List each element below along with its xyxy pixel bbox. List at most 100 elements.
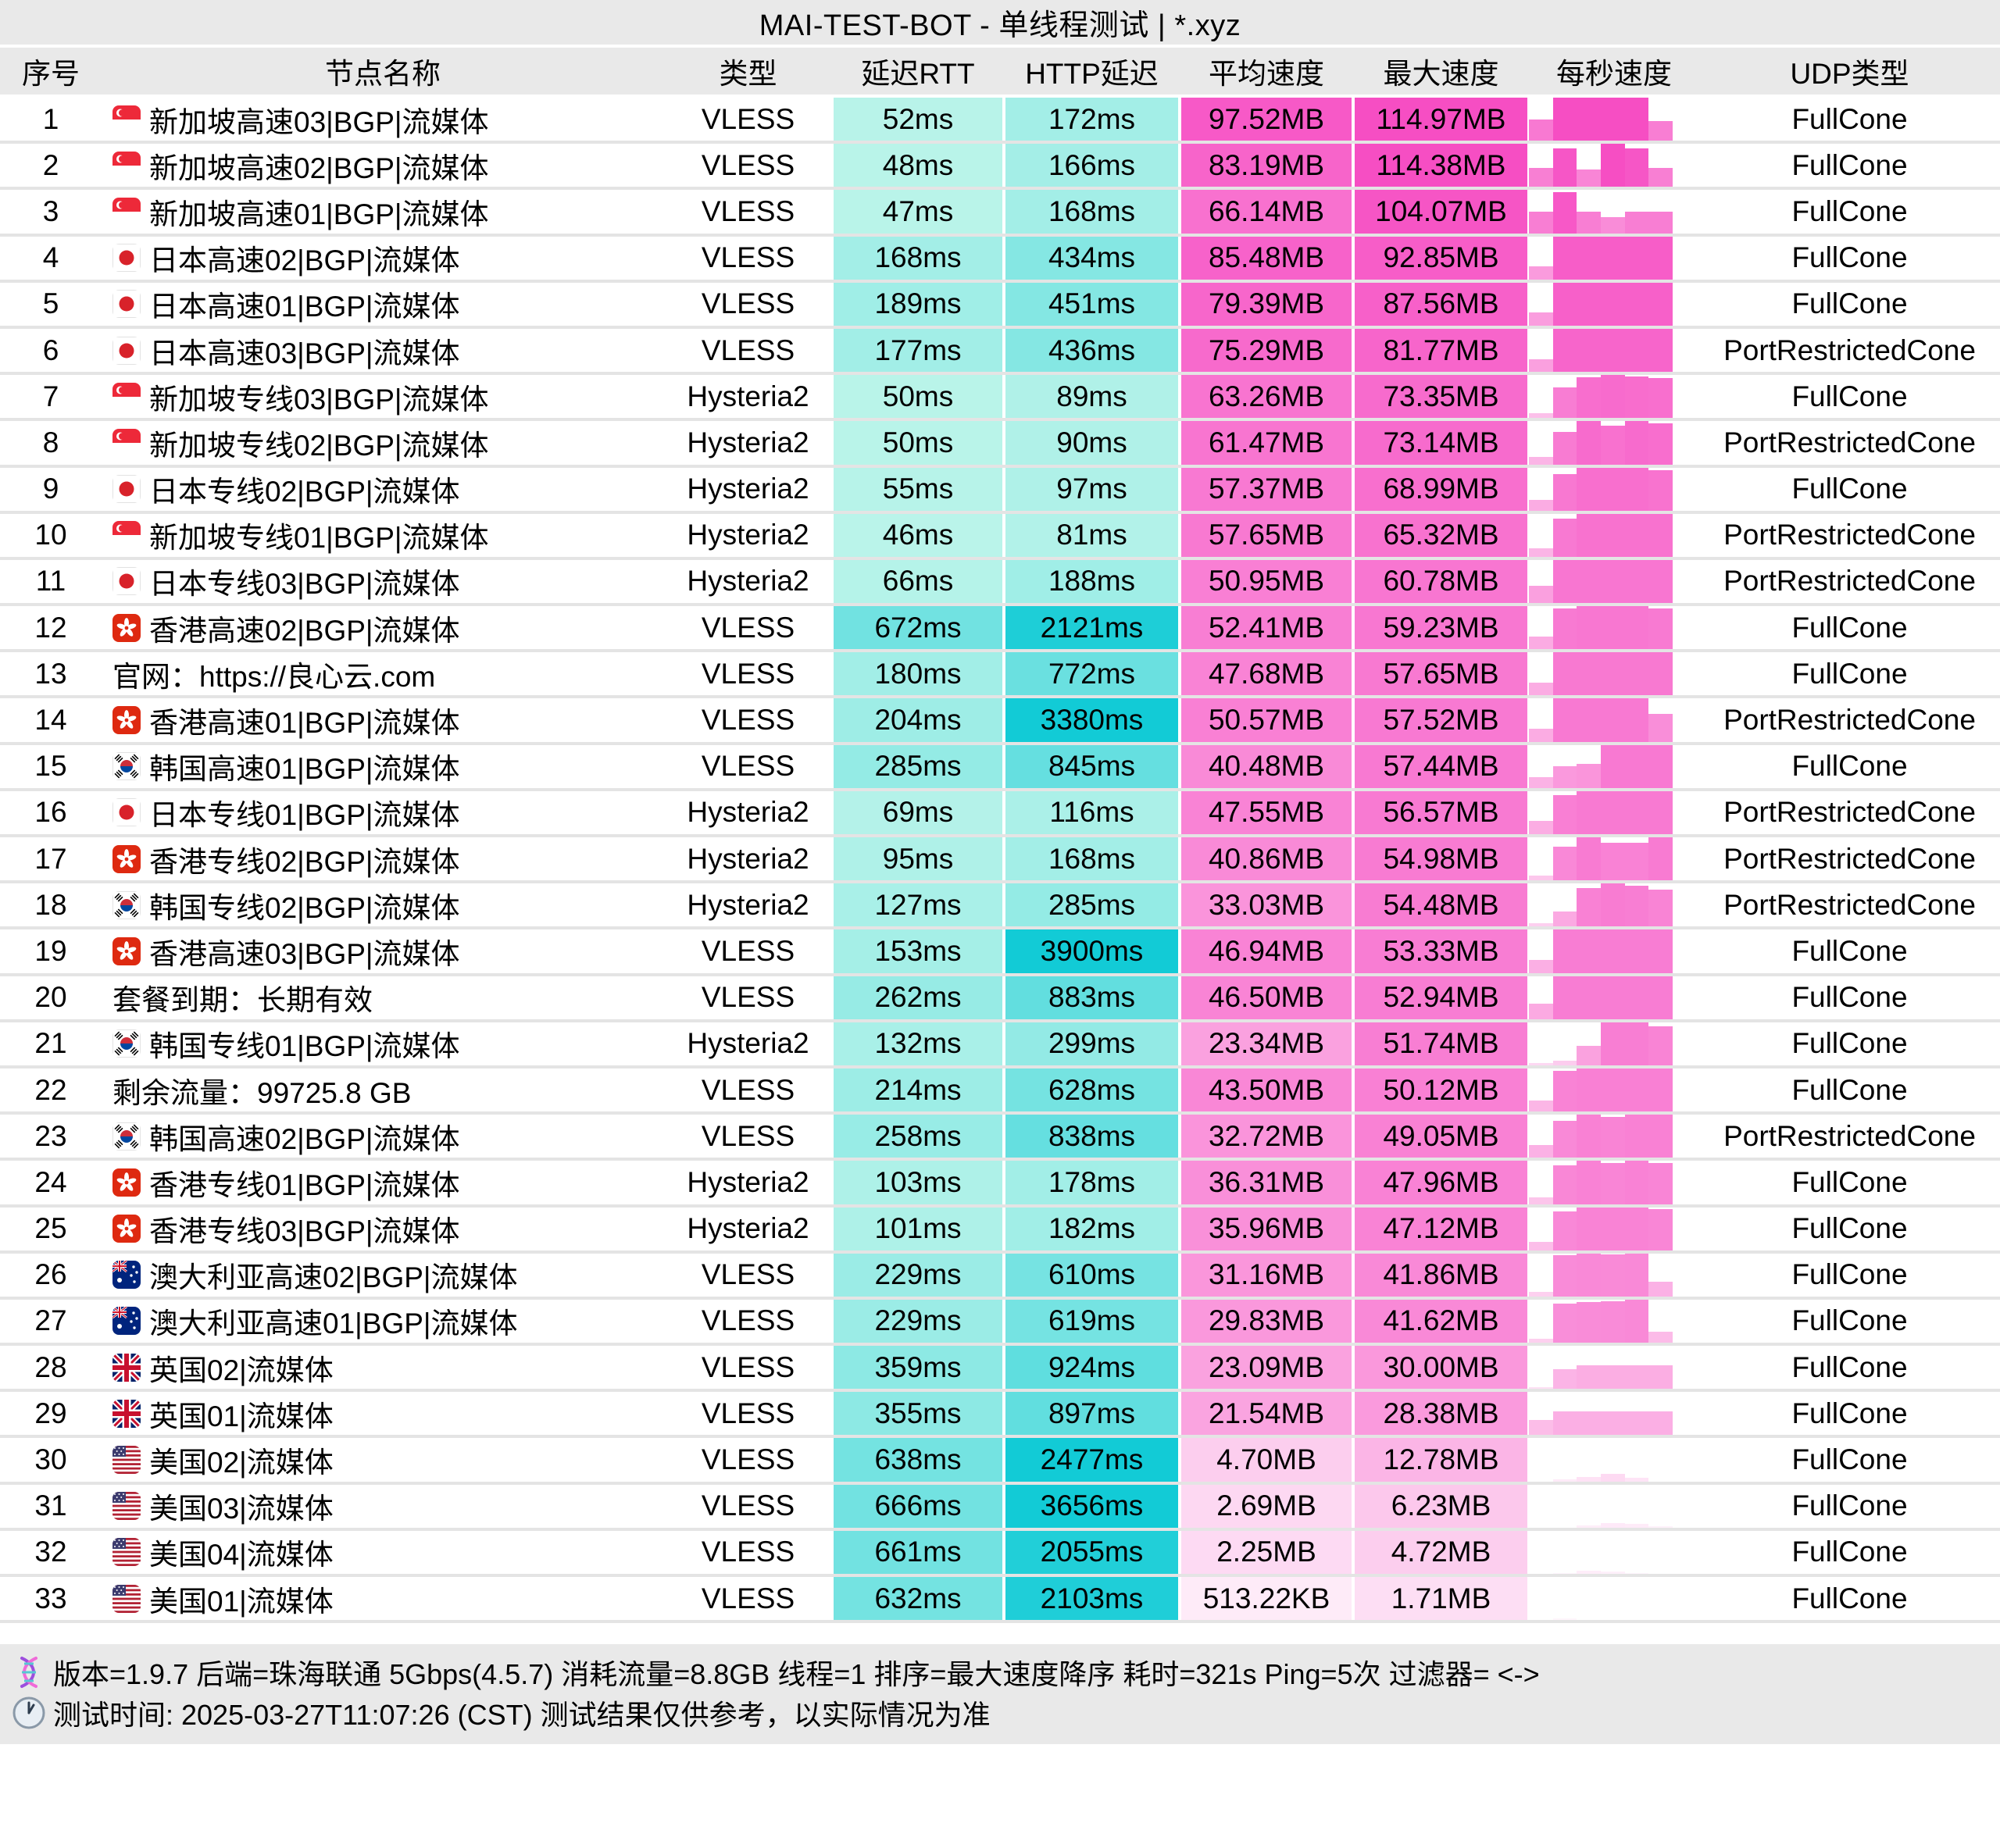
node-type: Hysteria2 [687, 888, 809, 921]
avg-speed-cell: 47.68MB [1180, 652, 1353, 696]
per-second-speed-chart [1529, 1531, 1699, 1574]
footer-info-line: 版本=1.9.7 后端=珠海联通 5Gbps(4.5.7) 消耗流量=8.8GB… [11, 1652, 2000, 1693]
max-speed-cell: 60.78MB [1353, 559, 1529, 604]
speed-bar [1624, 421, 1649, 465]
column-header-6: 平均速度 [1209, 58, 1324, 90]
speed-bar [1600, 282, 1625, 326]
node-name: 日本专线03|BGP|流媒体 [149, 568, 460, 601]
speed-bar [1552, 1618, 1577, 1621]
avg-speed-cell: 61.47MB [1180, 421, 1353, 465]
index-cell: 22 [34, 1073, 67, 1106]
speed-bar [1600, 929, 1625, 973]
speed-bar [1577, 236, 1601, 280]
rtt-cell: 132ms [832, 1022, 1004, 1065]
speed-bar [1529, 211, 1553, 234]
node-name-cell: 日本高速01|BGP|流媒体 [102, 283, 664, 326]
per-second-speed-chart [1529, 1115, 1699, 1158]
speed-bar [1648, 559, 1673, 604]
node-type: Hysteria2 [687, 565, 809, 598]
flag-icon-jp [112, 798, 141, 827]
speed-bar [1529, 1063, 1553, 1065]
column-header-4: 延迟RTT [861, 58, 975, 90]
table-row: 9 日本专线02|BGP|流媒体 Hysteria2 55ms 97ms 57.37MB 6… [0, 467, 2000, 514]
speed-bar [1577, 1161, 1601, 1204]
node-type: VLESS [701, 1397, 795, 1429]
avg-speed-cell: 52.41MB [1180, 606, 1353, 650]
table-row: 4 日本高速02|BGP|流媒体 VLESS 168ms 434ms 85.48MB 92.… [0, 236, 2000, 283]
udp-type-cell: FullCone [1791, 1397, 1908, 1429]
http-latency-cell: 188ms [1004, 559, 1180, 604]
table-row: 24 香港专线01|BGP|流媒体 Hysteria2 103ms 178ms 36.31… [0, 1161, 2000, 1208]
speed-bar [1529, 682, 1553, 696]
avg-speed-cell: 66.14MB [1180, 190, 1353, 234]
max-speed-cell: 57.52MB [1353, 698, 1529, 742]
node-name: 日本专线02|BGP|流媒体 [149, 476, 460, 508]
node-type: VLESS [701, 657, 795, 690]
index-cell: 12 [34, 611, 67, 644]
table-row: 1 新加坡高速03|BGP|流媒体 VLESS 52ms 172ms 97.52MB 114… [0, 98, 2000, 144]
http-latency-cell: 2055ms [1004, 1530, 1180, 1574]
max-speed-cell: 30.00MB [1353, 1346, 1529, 1390]
speed-bar [1600, 1254, 1625, 1297]
udp-type-cell: FullCone [1791, 657, 1908, 690]
udp-type-cell: FullCone [1791, 750, 1908, 783]
avg-speed-cell: 35.96MB [1180, 1207, 1353, 1250]
rtt-cell: 355ms [832, 1392, 1004, 1436]
rtt-cell: 55ms [832, 467, 1004, 511]
http-latency-cell: 924ms [1004, 1346, 1180, 1390]
node-name-cell: 香港专线02|BGP|流媒体 [102, 837, 664, 880]
table-row: 22 剩余流量：99725.8 GB VLESS 214ms 628ms 43.50MB 5… [0, 1068, 2000, 1115]
speed-bar [1552, 795, 1577, 834]
speed-bar [1648, 378, 1673, 419]
max-speed-cell: 54.98MB [1353, 837, 1529, 881]
node-name-cell: 日本专线01|BGP|流媒体 [102, 791, 664, 834]
node-type: VLESS [701, 1304, 795, 1337]
speed-bar [1552, 192, 1577, 234]
max-speed-cell: 114.97MB [1353, 98, 1529, 141]
node-type: Hysteria2 [687, 1027, 809, 1060]
flag-icon-hk [112, 936, 141, 965]
table-row: 5 日本高速01|BGP|流媒体 VLESS 189ms 451ms 79.39MB 87.… [0, 282, 2000, 329]
table-row: 6 日本高速03|BGP|流媒体 VLESS 177ms 436ms 75.29MB 81.… [0, 328, 2000, 376]
node-name-cell: 剩余流量：99725.8 GB [102, 1068, 664, 1111]
node-type: VLESS [701, 102, 795, 135]
per-second-speed-chart [1529, 976, 1699, 1019]
per-second-speed-chart [1529, 328, 1699, 373]
node-name: 官网：https://良心云.com [112, 660, 436, 693]
node-type: Hysteria2 [687, 380, 809, 412]
node-name: 香港专线02|BGP|流媒体 [149, 845, 460, 878]
speed-bar [1624, 148, 1649, 187]
column-header-3: 类型 [719, 58, 777, 90]
per-second-speed-chart [1529, 1346, 1699, 1390]
max-speed-cell: 104.07MB [1353, 190, 1529, 234]
table-row: 15 韩国高速01|BGP|流媒体 VLESS 285ms 845ms 40.48MB 57… [0, 744, 2000, 791]
speed-bar [1577, 169, 1601, 187]
speed-bar [1529, 821, 1553, 834]
node-name-cell: 日本高速03|BGP|流媒体 [102, 329, 664, 372]
speed-bar [1529, 1386, 1553, 1390]
speed-bar [1577, 1525, 1601, 1528]
avg-speed-cell: 83.19MB [1180, 144, 1353, 187]
speed-bar [1577, 376, 1601, 419]
page-title: MAI-TEST-BOT - 单线程测试 | *.xyz [759, 9, 1241, 42]
per-second-speed-chart [1529, 744, 1699, 788]
rtt-cell: 666ms [832, 1484, 1004, 1528]
node-name: 韩国专线02|BGP|流媒体 [149, 891, 460, 924]
rtt-cell: 285ms [832, 744, 1004, 788]
rtt-cell: 127ms [832, 883, 1004, 927]
speed-bar [1529, 312, 1553, 326]
table-row: 25 香港专线03|BGP|流媒体 Hysteria2 101ms 182ms 35.96… [0, 1207, 2000, 1254]
speed-bar [1648, 837, 1673, 881]
per-second-speed-chart [1529, 1485, 1699, 1528]
node-name: 澳大利亚高速02|BGP|流媒体 [149, 1261, 518, 1294]
udp-type-cell: FullCone [1791, 1536, 1908, 1568]
speed-bar [1624, 376, 1649, 419]
speed-bar [1552, 929, 1577, 973]
speed-bar [1624, 98, 1649, 141]
speed-bar [1600, 425, 1625, 465]
speed-bar [1600, 328, 1625, 373]
speed-bar [1577, 764, 1601, 788]
flag-icon-sg [112, 428, 141, 457]
speed-bar [1600, 1473, 1625, 1482]
udp-type-cell: PortRestrictedCone [1723, 888, 1976, 921]
